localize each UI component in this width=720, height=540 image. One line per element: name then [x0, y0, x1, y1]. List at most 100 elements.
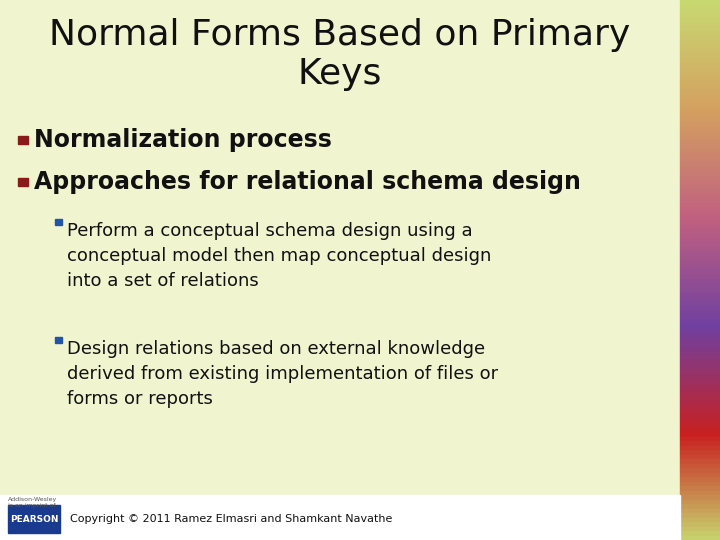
Bar: [680, 333, 720, 338]
Bar: [680, 513, 720, 517]
Bar: [680, 455, 720, 459]
Bar: [680, 36, 720, 40]
Bar: [680, 374, 720, 378]
Bar: [680, 270, 720, 274]
Bar: [680, 472, 720, 477]
Bar: [680, 347, 720, 351]
Bar: [680, 517, 720, 522]
Bar: [680, 441, 720, 445]
Bar: [680, 306, 720, 310]
Bar: [680, 230, 720, 234]
Bar: [680, 185, 720, 189]
Bar: [680, 531, 720, 536]
Bar: [680, 293, 720, 297]
Bar: [680, 117, 720, 122]
Bar: [680, 252, 720, 256]
Text: Addison-Wesley
is an imprint of: Addison-Wesley is an imprint of: [8, 497, 58, 508]
Bar: [680, 328, 720, 333]
Bar: [680, 509, 720, 513]
Bar: [0, 495, 680, 540]
Text: Normalization process: Normalization process: [34, 128, 332, 152]
Bar: [680, 108, 720, 112]
Bar: [680, 63, 720, 68]
Bar: [680, 104, 720, 108]
Text: Design relations based on external knowledge
derived from existing implementatio: Design relations based on external knowl…: [67, 340, 498, 408]
Bar: [680, 72, 720, 77]
Bar: [680, 176, 720, 180]
Bar: [680, 266, 720, 270]
Bar: [680, 126, 720, 131]
Bar: [680, 338, 720, 342]
Bar: [680, 256, 720, 261]
Bar: [680, 189, 720, 193]
Bar: [18, 136, 28, 144]
Bar: [680, 54, 720, 58]
Bar: [680, 414, 720, 418]
Bar: [680, 382, 720, 387]
Bar: [680, 378, 720, 382]
Bar: [680, 31, 720, 36]
Bar: [680, 81, 720, 85]
Bar: [680, 131, 720, 135]
Bar: [680, 122, 720, 126]
Bar: [680, 315, 720, 320]
Bar: [55, 219, 62, 225]
Bar: [680, 135, 720, 139]
Bar: [680, 18, 720, 23]
Bar: [680, 432, 720, 436]
Bar: [680, 355, 720, 360]
Text: PEARSON: PEARSON: [10, 515, 58, 523]
Bar: [680, 225, 720, 229]
Bar: [680, 14, 720, 18]
Bar: [680, 351, 720, 355]
Bar: [680, 144, 720, 148]
Bar: [680, 68, 720, 72]
Bar: [680, 288, 720, 293]
Bar: [680, 405, 720, 409]
Bar: [680, 94, 720, 99]
Bar: [680, 261, 720, 266]
Bar: [680, 158, 720, 162]
Bar: [680, 500, 720, 504]
Bar: [680, 4, 720, 9]
Bar: [680, 0, 720, 4]
Bar: [680, 495, 720, 500]
Bar: [680, 216, 720, 220]
Bar: [680, 9, 720, 14]
Bar: [680, 409, 720, 414]
Bar: [680, 396, 720, 401]
Bar: [680, 162, 720, 166]
Bar: [680, 482, 720, 486]
Bar: [680, 477, 720, 482]
Bar: [680, 45, 720, 50]
Bar: [680, 148, 720, 153]
Bar: [680, 450, 720, 455]
Bar: [680, 310, 720, 315]
Bar: [680, 27, 720, 31]
Bar: [680, 436, 720, 441]
Bar: [680, 526, 720, 531]
Bar: [680, 423, 720, 428]
Bar: [680, 536, 720, 540]
Bar: [680, 364, 720, 369]
Bar: [680, 212, 720, 216]
Bar: [680, 40, 720, 45]
Bar: [680, 504, 720, 509]
Bar: [680, 428, 720, 432]
Bar: [680, 180, 720, 185]
Bar: [680, 446, 720, 450]
Bar: [680, 112, 720, 117]
Bar: [680, 369, 720, 374]
Bar: [680, 166, 720, 171]
Bar: [680, 139, 720, 144]
Bar: [680, 99, 720, 104]
Bar: [680, 418, 720, 423]
Bar: [680, 234, 720, 239]
Bar: [680, 324, 720, 328]
Bar: [680, 392, 720, 396]
Bar: [680, 387, 720, 392]
Text: Normal Forms Based on Primary
Keys: Normal Forms Based on Primary Keys: [50, 18, 631, 91]
Bar: [680, 77, 720, 81]
Text: Perform a conceptual schema design using a
conceptual model then map conceptual : Perform a conceptual schema design using…: [67, 222, 491, 290]
Bar: [680, 198, 720, 202]
